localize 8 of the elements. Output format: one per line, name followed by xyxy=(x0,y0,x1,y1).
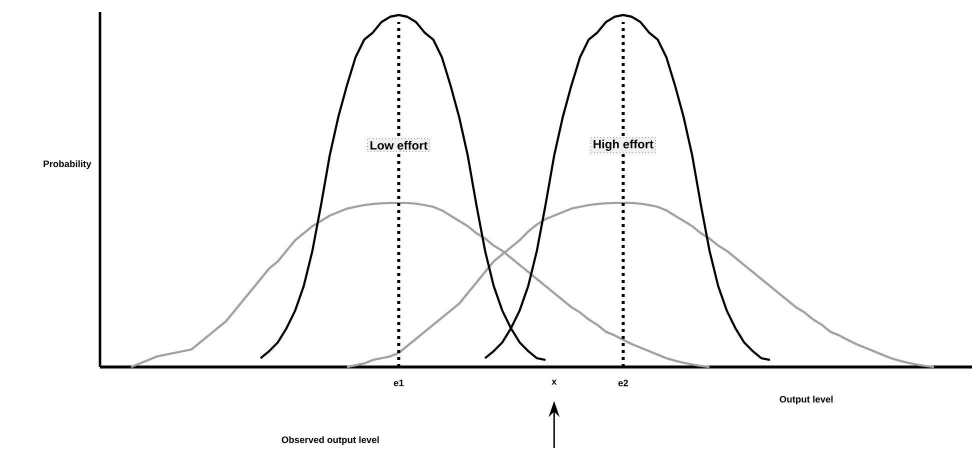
x-axis-title: Output level xyxy=(780,396,833,404)
x-tick-label: e1 xyxy=(394,380,404,386)
text: High effort xyxy=(594,139,654,151)
x-tick-label: x xyxy=(552,380,557,384)
text: Observed output level xyxy=(282,436,379,445)
text: Low effort xyxy=(370,140,428,150)
y-axis-title: Probability xyxy=(44,160,92,169)
x-tick-label: e2 xyxy=(618,380,628,386)
